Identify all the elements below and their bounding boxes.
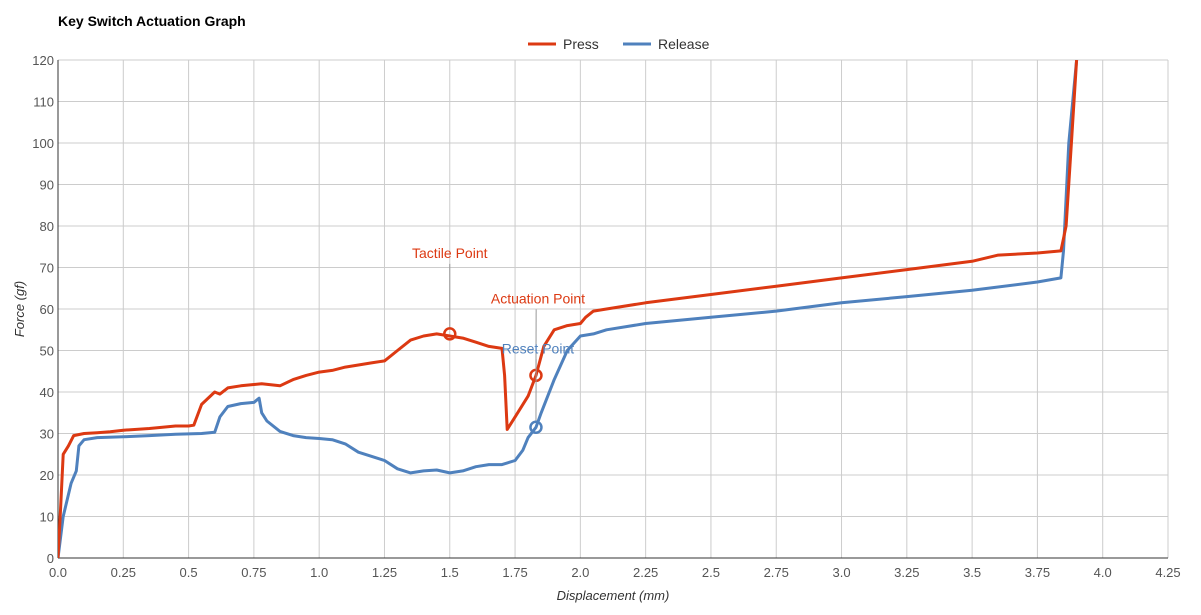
x-tick-label: 2.0 (571, 565, 589, 580)
x-tick-label: 3.5 (963, 565, 981, 580)
y-tick-label: 110 (33, 95, 54, 110)
x-tick-label: 3.75 (1025, 565, 1050, 580)
y-tick-label: 0 (47, 551, 54, 566)
y-tick-label: 120 (32, 53, 54, 68)
legend[interactable]: Press Release (528, 36, 710, 52)
series-layer (58, 60, 1079, 558)
tactile-point-marker (443, 327, 457, 341)
x-tick-label: 2.75 (764, 565, 789, 580)
y-tick-label: 100 (32, 136, 54, 151)
grid-layer (57, 59, 1169, 559)
series-line-release (58, 60, 1079, 558)
y-tick-label: 60 (40, 302, 54, 317)
y-tick-label: 50 (40, 344, 54, 359)
legend-label: Press (563, 36, 599, 52)
x-tick-label: 2.25 (633, 565, 658, 580)
y-tick-label: 30 (40, 427, 54, 442)
y-tick-label: 10 (40, 510, 54, 525)
y-axis-title: Force (gf) (12, 281, 27, 337)
reset-point-marker (529, 420, 543, 435)
x-tick-label: 1.0 (310, 565, 328, 580)
reset-point-label: Reset Point (502, 340, 574, 356)
x-tick-label: 0.5 (180, 565, 198, 580)
x-tick-label: 1.5 (441, 565, 459, 580)
y-tick-label: 90 (40, 178, 54, 193)
x-tick-label: 4.25 (1155, 565, 1180, 580)
legend-item-release[interactable]: Release (623, 36, 710, 52)
y-tick-label: 40 (40, 385, 54, 400)
y-tick-label: 20 (40, 468, 54, 483)
legend-item-press[interactable]: Press (528, 36, 599, 52)
chart-title: Key Switch Actuation Graph (58, 13, 246, 29)
x-axis-title: Displacement (mm) (557, 588, 670, 603)
x-tick-label: 0.75 (241, 565, 266, 580)
axis-layer: 0.0 0.25 0.5 0.75 1.0 1.25 1.5 1.75 2.0 2.25 2.5 2.… (32, 53, 1180, 580)
tactile-point-label: Tactile Point (412, 245, 488, 261)
actuation-point-label: Actuation Point (491, 290, 585, 306)
x-tick-label: 0.25 (111, 565, 136, 580)
series-line-press (58, 60, 1079, 558)
legend-label: Release (658, 36, 710, 52)
x-tick-label: 4.0 (1094, 565, 1112, 580)
x-tick-label: 3.0 (832, 565, 850, 580)
annotation-layer: Tactile Point Actuation Point Reset Point (412, 245, 585, 435)
x-tick-label: 1.75 (502, 565, 527, 580)
y-tick-label: 80 (40, 219, 54, 234)
y-tick-label: 70 (40, 261, 54, 276)
x-tick-label: 2.5 (702, 565, 720, 580)
x-tick-label: 1.25 (372, 565, 397, 580)
x-tick-label: 0.0 (49, 565, 67, 580)
x-tick-label: 3.25 (894, 565, 919, 580)
